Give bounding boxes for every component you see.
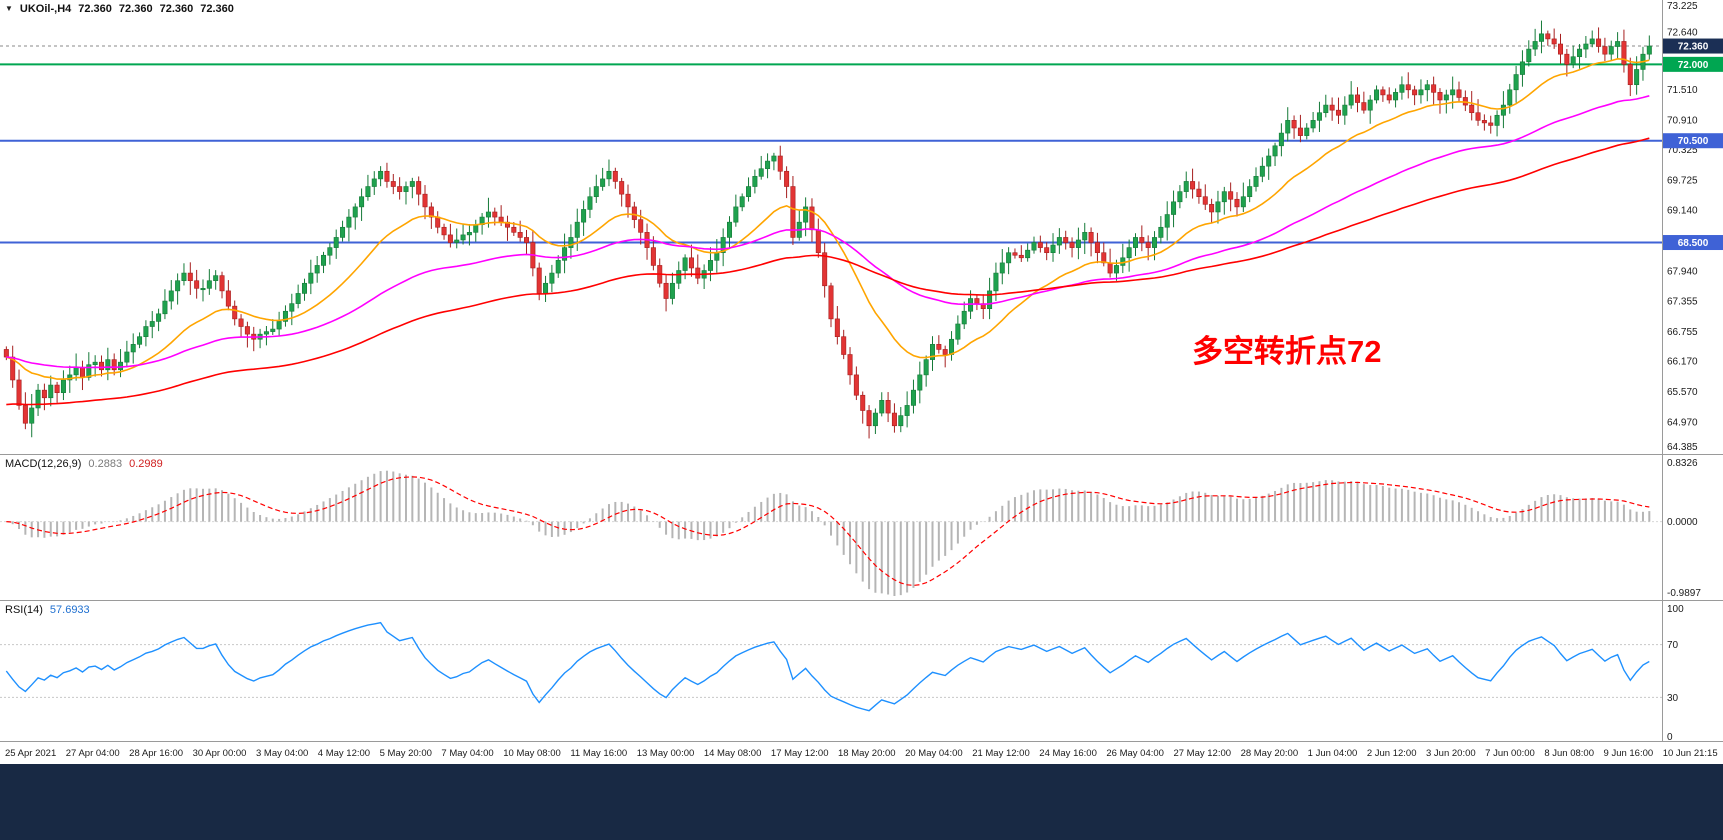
price-axis-tick: 70.325: [1667, 145, 1698, 156]
time-axis-label: 10 May 08:00: [503, 747, 561, 759]
rsi-axis-tick: 0: [1667, 732, 1673, 741]
rsi-axis-tick: 30: [1667, 693, 1679, 704]
ohlc-high: 72.360: [118, 3, 153, 15]
price-axis-tick: 65.570: [1667, 387, 1698, 398]
time-axis-label: 28 Apr 16:00: [129, 747, 184, 759]
time-axis-label: 9 Jun 16:00: [1603, 747, 1654, 759]
time-axis-label: 17 May 12:00: [770, 747, 829, 759]
chart-title: ▼ UKOil-,H4 72.360 72.360 72.360 72.360: [5, 3, 234, 15]
time-axis-label: 7 Jun 00:00: [1485, 747, 1535, 759]
price-axis-tick: 67.940: [1667, 267, 1698, 278]
rsi-label: RSI(14) 57.6933: [5, 604, 90, 616]
price-axis-tick: 73.225: [1667, 1, 1698, 12]
time-axis-label: 28 May 20:00: [1240, 747, 1299, 759]
time-axis-label: 24 May 16:00: [1039, 747, 1097, 759]
price-axis-tick: 71.510: [1667, 85, 1698, 96]
rsi-canvas[interactable]: 100 70 30 0: [0, 601, 1723, 741]
time-axis-label: 2 Jun 12:00: [1366, 747, 1417, 759]
rsi-value: 57.6933: [49, 604, 90, 616]
svg-text:72.000: 72.000: [1678, 60, 1709, 71]
macd-canvas[interactable]: 0.8326 0.0000 -0.9897: [0, 455, 1723, 600]
time-axis-label: 14 May 08:00: [703, 747, 762, 759]
time-axis-label: 27 Apr 04:00: [65, 747, 120, 759]
macd-value-main: 0.2883: [88, 458, 123, 470]
time-axis-label: 3 May 04:00: [255, 747, 309, 759]
time-axis[interactable]: 25 Apr 2021 27 Apr 04:00 28 Apr 16:00 30 Ap…: [0, 741, 1723, 764]
macd-axis-tick: -0.9897: [1667, 588, 1701, 599]
chart-menu-arrow-icon[interactable]: ▼: [5, 4, 13, 13]
time-axis-label: 27 May 12:00: [1173, 747, 1232, 759]
time-axis-label: 11 May 16:00: [570, 747, 628, 759]
macd-panel: 0.8326 0.0000 -0.9897 MACD(12,26,9) 0.2883…: [0, 454, 1723, 600]
svg-text:70.500: 70.500: [1678, 136, 1709, 147]
level-price-tag[interactable]: 72.000: [1663, 56, 1723, 72]
time-axis-label: 7 May 04:00: [441, 747, 494, 759]
price-axis-tick: 64.970: [1667, 418, 1698, 429]
price-axis-tick: 69.725: [1667, 176, 1698, 187]
symbol-timeframe: UKOil-,H4: [19, 3, 72, 15]
svg-text:72.360: 72.360: [1678, 42, 1709, 53]
time-axis-label: 21 May 12:00: [972, 747, 1030, 759]
price-axis-tick: 70.910: [1667, 115, 1698, 126]
time-axis-label: 10 Jun 21:15: [1662, 747, 1718, 759]
time-axis-label: 30 Apr 00:00: [192, 747, 247, 759]
rsi-axis-tick: 70: [1667, 640, 1679, 651]
macd-axis-tick: 0.8326: [1667, 458, 1698, 469]
level-price-tag[interactable]: 70.500: [1663, 133, 1723, 149]
time-axis-label: 20 May 04:00: [905, 747, 963, 759]
annotation-text: 多空转折点72: [1192, 334, 1381, 369]
time-axis-label: 4 May 12:00: [317, 747, 371, 759]
time-axis-label: 26 May 04:00: [1106, 747, 1164, 759]
current-price-tag[interactable]: 72.360: [1663, 38, 1723, 54]
candlesticks[interactable]: [3, 20, 1652, 439]
macd-name: MACD(12,26,9): [5, 458, 82, 470]
price-chart-canvas[interactable]: 73.22572.64072.05571.51070.91070.32569.7…: [0, 0, 1723, 454]
ma-mid-line: [6, 95, 1650, 369]
svg-text:68.500: 68.500: [1678, 238, 1709, 249]
time-axis-label: 18 May 20:00: [838, 747, 896, 759]
ohlc-close: 72.360: [200, 3, 234, 15]
rsi-name: RSI(14): [5, 604, 43, 616]
main-chart-panel: 73.22572.64072.05571.51070.91070.32569.7…: [0, 0, 1723, 454]
rsi-line: [5, 621, 1650, 712]
bottom-panel: [0, 764, 1723, 840]
price-axis-tick: 66.170: [1667, 357, 1698, 368]
ma-slow-line: [6, 137, 1650, 406]
macd-label: MACD(12,26,9) 0.2883 0.2989: [5, 458, 163, 470]
price-axis-tick: 64.385: [1667, 442, 1698, 453]
price-axis-tick: 72.640: [1667, 27, 1698, 38]
time-axis-label: 1 Jun 04:00: [1307, 747, 1358, 759]
level-price-tag[interactable]: 68.500: [1663, 235, 1723, 251]
price-axis-tick: 67.355: [1667, 296, 1698, 307]
macd-value-signal: 0.2989: [129, 458, 163, 470]
macd-axis-tick: 0.0000: [1667, 517, 1698, 528]
price-axis-tick: 66.755: [1667, 327, 1698, 338]
ma-fast-line: [6, 57, 1650, 380]
macd-histogram: [11, 470, 1651, 596]
time-axis-label: 3 Jun 20:00: [1426, 747, 1476, 759]
time-axis-label: 5 May 20:00: [379, 747, 432, 759]
macd-signal-line: [6, 476, 1650, 587]
time-axis-label: 8 Jun 08:00: [1544, 747, 1594, 759]
ohlc-open: 72.360: [78, 3, 112, 15]
price-axis-tick: 69.140: [1667, 205, 1698, 216]
time-axis-label: 25 Apr 2021: [5, 747, 57, 759]
time-axis-label: 13 May 00:00: [636, 747, 695, 759]
rsi-axis-tick: 100: [1667, 604, 1684, 615]
rsi-panel: 100 70 30 0 RSI(14) 57.6933: [0, 600, 1723, 741]
ohlc-low: 72.360: [159, 3, 194, 15]
